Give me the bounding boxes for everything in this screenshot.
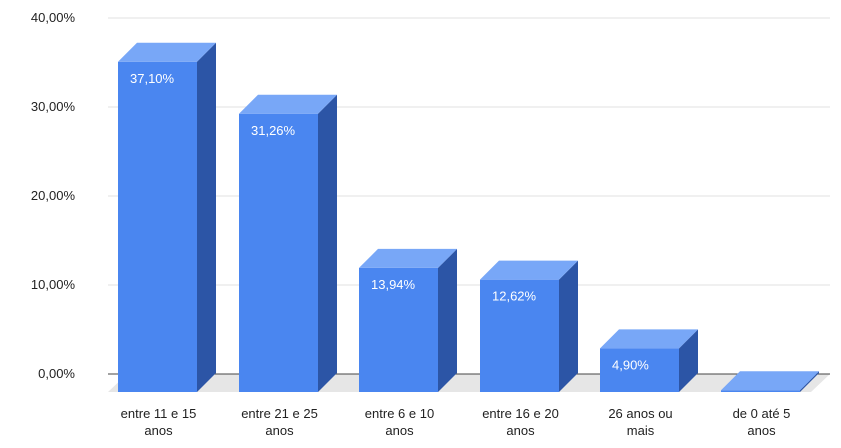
bar <box>600 329 698 392</box>
bar-top <box>721 371 819 391</box>
bar-side <box>800 371 819 392</box>
bar-side <box>679 329 698 392</box>
bar <box>239 94 337 392</box>
x-tick-label: entre 21 e 25 anos <box>241 406 318 438</box>
bar-front <box>721 390 800 392</box>
data-label: 12,62% <box>492 289 537 304</box>
y-tick-label: 40,00% <box>31 10 76 25</box>
y-tick-label: 20,00% <box>31 188 76 203</box>
bar-top <box>480 260 578 280</box>
bar <box>118 42 216 393</box>
y-tick-label: 0,00% <box>38 366 75 381</box>
x-tick-label: entre 16 e 20 anos <box>482 406 559 438</box>
bar-side <box>197 42 216 393</box>
bar <box>359 248 457 392</box>
data-label: 37,10% <box>130 71 175 86</box>
chart-floor <box>108 374 830 392</box>
bar-front <box>480 279 559 392</box>
bar-top <box>600 329 698 349</box>
x-tick-label: de 0 até 5 anos <box>733 406 791 438</box>
bar-front <box>359 267 438 392</box>
bar <box>480 260 578 392</box>
x-tick-label: entre 11 e 15 anos <box>121 406 197 438</box>
y-tick-label: 10,00% <box>31 277 76 292</box>
x-tick-label: entre 6 e 10 anos <box>365 406 434 438</box>
x-tick-label: 26 anos ou mais <box>608 406 672 438</box>
bar-side <box>318 94 337 392</box>
bar-front <box>118 61 197 393</box>
data-label: 4,90% <box>612 357 649 372</box>
data-label: 13,94% <box>371 277 416 292</box>
bar-side <box>559 260 578 392</box>
bar-top <box>359 248 457 268</box>
bar-top <box>118 42 216 62</box>
bar-front <box>600 348 679 392</box>
data-label: 0,19% <box>733 355 770 370</box>
bar-top <box>239 94 337 114</box>
y-tick-label: 30,00% <box>31 99 76 114</box>
bar-front <box>239 113 318 392</box>
bar <box>721 371 819 392</box>
bar-side <box>438 248 457 392</box>
data-label: 31,26% <box>251 123 296 138</box>
